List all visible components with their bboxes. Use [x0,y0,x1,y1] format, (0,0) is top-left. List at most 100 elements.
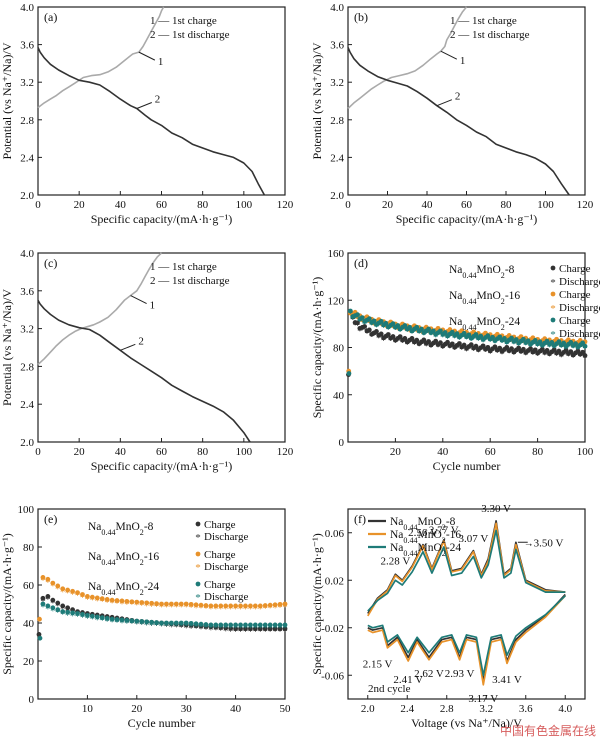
data-point: * [262,622,268,634]
data-point [378,318,384,324]
data-point: * [367,318,373,330]
data-point: * [502,346,508,358]
data-point: * [65,588,71,600]
data-point: * [563,343,569,355]
data-point: * [535,350,541,362]
data-point: * [452,333,458,345]
data-point: * [580,341,586,353]
data-point: * [452,344,458,356]
x-tick-label: 120 [577,199,594,211]
legend-entry: Charge [204,519,236,531]
data-point [257,603,263,609]
data-point: * [570,352,576,364]
x-tick-label: 80 [197,199,209,211]
data-point: * [367,316,373,328]
data-point: * [528,341,534,353]
data-point: * [90,614,96,626]
leader-line [120,343,136,351]
legend-entry: 1 — 1st charge [150,15,217,27]
y-tick-label: 0.06 [325,528,345,540]
data-point: * [454,331,460,343]
data-point: * [357,325,363,337]
cv-anodic-line [367,522,566,617]
data-point [445,339,450,345]
data-point [473,343,479,349]
data-point [504,344,510,350]
data-point [252,622,258,628]
data-point [550,317,556,323]
data-point [50,605,56,611]
data-point [347,308,353,314]
series-line-2 [37,299,251,443]
data-point: * [414,326,420,338]
data-point [402,323,408,328]
y-tick-label: 3.2 [20,324,34,336]
data-point: * [466,332,472,344]
legend-entry: Discharge [204,531,249,543]
data-point: * [447,331,453,343]
data-point [277,622,283,628]
data-point: * [464,345,470,357]
data-point: * [364,328,370,340]
data-point: * [144,619,150,631]
data-point: * [582,343,588,355]
data-point [178,601,184,607]
data-point: * [218,622,224,634]
data-point: * [480,336,486,348]
data-point: * [129,618,135,630]
data-point: * [40,575,46,587]
data-point: * [243,603,249,615]
data-point: * [134,600,140,612]
data-point: * [381,322,387,334]
data-point [238,622,243,628]
legend-entry: Charge [559,263,591,275]
leader-line [138,51,156,61]
data-point: * [139,619,145,631]
data-point: * [233,626,239,638]
y-axis-label: Potential (vs Na⁺/Na)/V [310,42,324,159]
data-point: * [99,596,105,608]
data-point [568,339,574,345]
data-point: * [532,337,538,349]
data-point: * [490,334,496,346]
data-point [442,330,448,335]
data-point: * [267,626,273,638]
legend-entry: Discharge [204,561,249,573]
data-point [248,626,253,632]
data-point: * [198,603,204,615]
data-point: * [476,347,482,359]
data-point [149,619,155,625]
x-tick-label: 2.4 [400,703,414,715]
panel-label: (a) [44,10,57,24]
data-point: * [272,626,278,638]
data-point: * [423,328,429,340]
data-point [385,332,391,337]
data-point: * [374,322,380,334]
data-point: * [203,603,209,615]
y-tick-label: -0.02 [321,623,344,635]
data-point: * [352,320,358,332]
peak-label: 2.15 V [363,658,393,670]
legend-entry: Charge [559,289,591,301]
data-point: * [561,349,567,361]
legend-group-name: Na0.44MnO2-16 [449,290,520,306]
y-tick-label: 3.6 [20,40,34,52]
y-tick-label: 0.02 [325,575,344,587]
legend-entry: 1 — 1st charge [450,15,517,27]
data-point: * [203,622,209,634]
data-point: * [164,602,170,614]
leader-line [436,99,453,107]
data-point: * [350,313,356,325]
data-point: * [149,620,155,632]
data-point: * [521,336,527,348]
data-point [213,603,219,609]
data-point: * [193,621,199,633]
leader-line [136,102,152,109]
data-point: * [272,602,278,614]
peak-label: 3.17 V [468,693,498,705]
data-point [223,622,229,628]
data-point: * [516,340,522,352]
legend-group-name: Na0.44MnO2-24 [88,581,159,597]
data-point: * [386,324,392,336]
y-tick-label: 80 [333,343,345,355]
